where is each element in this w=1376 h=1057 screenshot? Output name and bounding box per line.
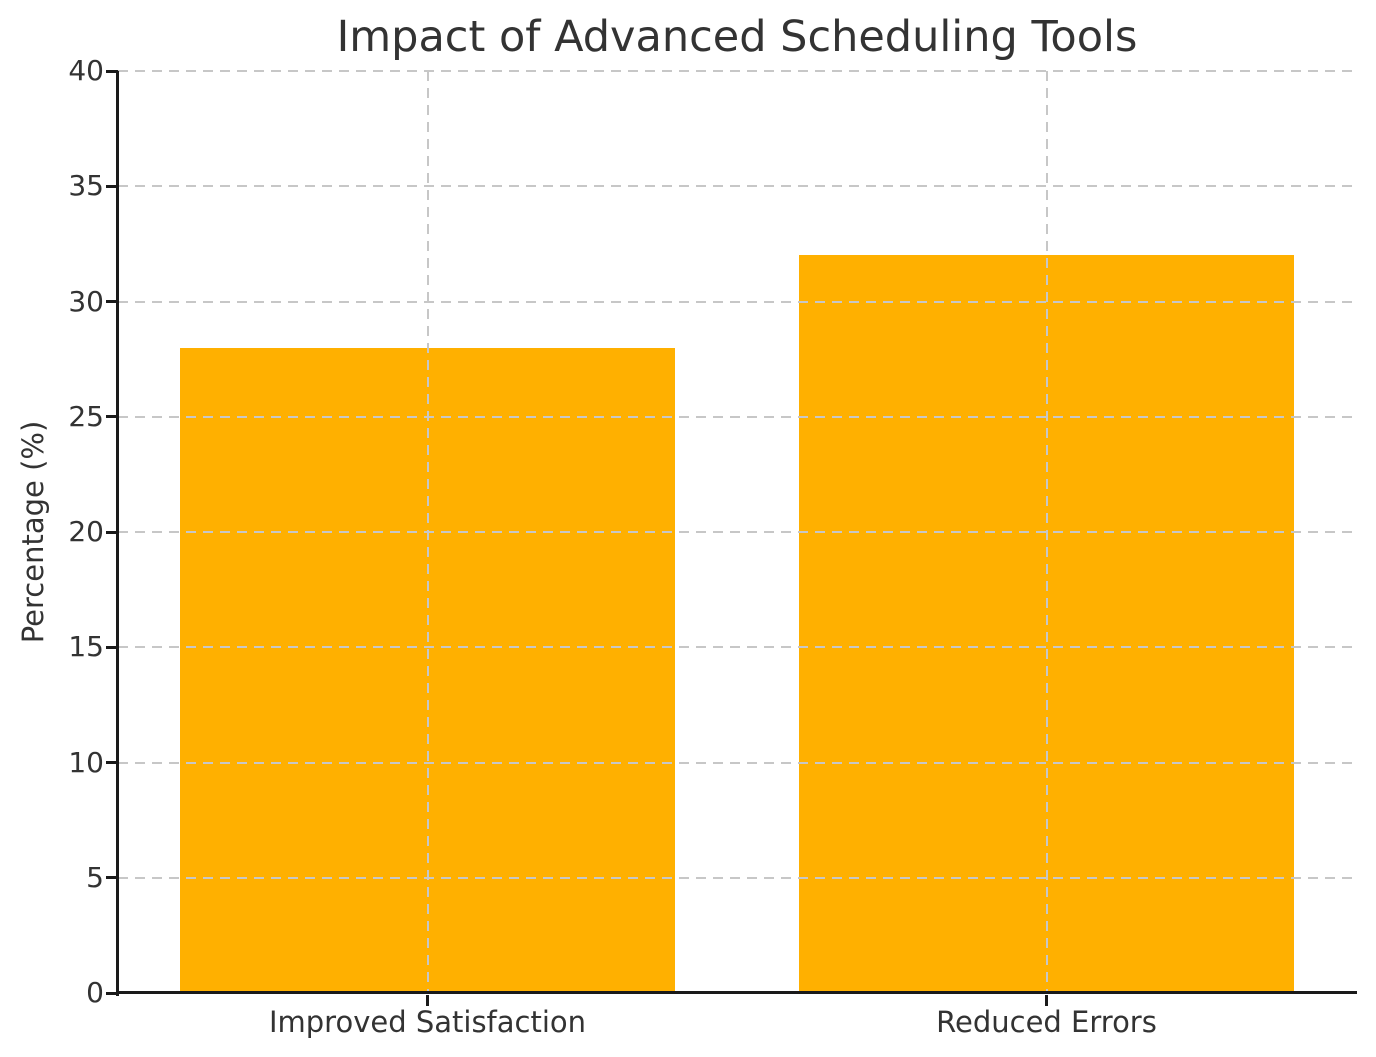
y-tick-mark <box>106 991 118 995</box>
y-tick-mark <box>106 645 118 649</box>
y-tick-label: 0 <box>86 976 104 1009</box>
bar <box>179 347 676 993</box>
chart-title: Impact of Advanced Scheduling Tools <box>336 12 1138 62</box>
x-tick-label: Improved Satisfaction <box>268 1005 587 1039</box>
grid-line-horizontal <box>118 185 1356 188</box>
grid-line-vertical <box>426 71 429 993</box>
y-tick-label: 40 <box>68 54 104 87</box>
grid-line-horizontal <box>118 646 1356 649</box>
bars-layer <box>118 71 1356 993</box>
grid-line-vertical <box>1045 71 1048 993</box>
y-tick-mark <box>106 184 118 188</box>
grid-line-horizontal <box>118 300 1356 303</box>
y-tick-label: 25 <box>68 399 104 433</box>
y-tick-mark <box>106 761 118 764</box>
grid-line-horizontal <box>118 531 1356 533</box>
bar <box>798 255 1295 993</box>
x-axis-spine <box>116 991 1357 994</box>
y-tick-label: 15 <box>68 630 104 664</box>
x-tick-mark <box>1045 995 1048 1006</box>
y-tick-mark <box>106 876 118 880</box>
y-tick-label: 20 <box>68 515 104 548</box>
grid-line-horizontal <box>118 876 1356 879</box>
grid-line-horizontal <box>118 70 1356 72</box>
grid-line-horizontal <box>118 415 1356 418</box>
plot-area <box>118 70 1356 993</box>
y-tick-label: 35 <box>68 169 104 203</box>
y-tick-label: 30 <box>68 284 104 318</box>
x-tick-mark <box>426 995 429 1006</box>
y-axis-spine <box>116 71 119 996</box>
grid-line-horizontal <box>118 761 1356 764</box>
x-tick-label: Reduced Errors <box>936 1005 1157 1039</box>
y-tick-label: 5 <box>86 860 104 894</box>
y-tick-mark <box>106 530 118 534</box>
y-tick-mark <box>106 415 118 419</box>
y-tick-mark <box>106 69 118 73</box>
y-tick-label: 10 <box>68 745 104 779</box>
grid-layer <box>118 70 1356 993</box>
y-tick-mark <box>106 300 118 303</box>
